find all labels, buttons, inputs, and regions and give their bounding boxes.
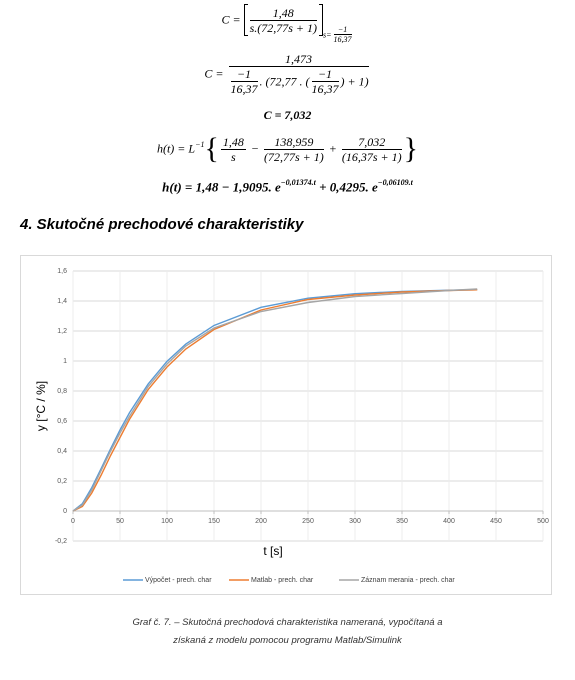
eq-text: − xyxy=(250,141,259,156)
denominator: s.(72,77s + 1) xyxy=(249,20,318,35)
series-line xyxy=(72,289,478,512)
numerator: −1 xyxy=(311,67,339,82)
eq-text: + xyxy=(328,141,337,156)
y-tick-label: 0,2 xyxy=(57,478,67,485)
equation-5: h(t) = 1,48 − 1,9095. e−0,01374.t + 0,42… xyxy=(0,178,575,195)
x-tick-label: 250 xyxy=(302,518,314,525)
numerator: 1,473 xyxy=(228,52,369,67)
superscript: −0,01374.t xyxy=(280,178,316,187)
eq-text: C = xyxy=(204,66,224,81)
eq-text: ) + 1) xyxy=(340,74,369,89)
denominator: 16,37 xyxy=(333,35,352,45)
chart: t [s] y [°C / %] -0,2 0 0,2 0,4 0,6 0,8 1 1,2 1,… xyxy=(20,255,552,595)
denominator: s xyxy=(231,149,236,164)
fraction: 1,473 −1 16,37. (72,77 . (−1 16,37) + 1) xyxy=(228,52,369,96)
x-tick-label: 50 xyxy=(116,518,124,525)
numerator: 1,48 xyxy=(249,6,318,21)
legend-label: Matlab - prech. char xyxy=(251,577,314,584)
y-tick-label: 1,2 xyxy=(57,328,67,335)
fraction: 1,48 s.(72,77s + 1) xyxy=(249,6,318,35)
series-line xyxy=(72,288,478,512)
y-tick-label: -0,2 xyxy=(55,538,67,545)
x-tick-label: 300 xyxy=(349,518,361,525)
x-tick-label: 150 xyxy=(208,518,220,525)
numerator: −1 xyxy=(333,25,352,36)
equation-4: h(t) = L−1{1,48 s − 138,959 (72,77s + 1) +… xyxy=(0,132,575,166)
denominator: 16,37 xyxy=(230,82,258,96)
denominator: (16,37s + 1) xyxy=(341,149,402,164)
superscript: −1 xyxy=(195,139,205,149)
y-tick-label: 0,8 xyxy=(57,388,67,395)
x-tick-label: 400 xyxy=(443,518,455,525)
chart-border xyxy=(20,255,552,595)
eq-text: . (72,77 . ( xyxy=(259,74,310,89)
caption-line: Graf č. 7. – Skutočná prechodová charakt… xyxy=(132,617,443,628)
legend-label: Záznam merania - prech. char xyxy=(361,577,455,584)
fraction: −1 16,37 xyxy=(230,67,258,96)
legend-label: Výpočet - prech. char xyxy=(145,577,212,584)
numerator: 1,48 xyxy=(220,134,246,150)
brace: } xyxy=(403,132,419,165)
section-heading: 4. Skutočné prechodové charakteristiky xyxy=(20,216,304,233)
y-tick-label: 0,4 xyxy=(57,448,67,455)
denominator: −1 16,37. (72,77 . (−1 16,37) + 1) xyxy=(229,67,369,96)
denominator: (72,77s + 1) xyxy=(263,149,324,164)
caption-line: získaná z modelu pomocou programu Matlab… xyxy=(173,635,402,646)
x-tick-label: 450 xyxy=(490,518,502,525)
x-axis-label: t [s] xyxy=(263,544,282,558)
fraction: 7,032 (16,37s + 1) xyxy=(341,135,402,164)
x-tick-label: 200 xyxy=(255,518,267,525)
y-tick-label: 0,6 xyxy=(57,418,67,425)
y-tick-label: 1 xyxy=(63,358,67,365)
eq-text: h(t) = 1,48 − 1,9095. e xyxy=(162,179,281,195)
fraction: 1,48 s xyxy=(220,134,246,164)
eq-text: C = xyxy=(221,12,241,27)
bracket xyxy=(243,4,248,36)
subscript: s= −1 16,37 xyxy=(323,25,354,44)
y-tick-label: 0 xyxy=(63,508,67,515)
x-tick-label: 500 xyxy=(537,518,549,525)
fraction: −1 16,37 xyxy=(311,67,339,96)
equation-1: C = 1,48 s.(72,77s + 1) s= −1 16,37 xyxy=(0,4,575,44)
brace: { xyxy=(204,132,219,165)
equation-2: C = 1,473 −1 16,37. (72,77 . (−1 16,37) + 1… xyxy=(0,52,575,96)
numerator: 7,032 xyxy=(341,135,402,150)
y-axis-label: y [°C / %] xyxy=(34,381,48,431)
y-tick-label: 1,4 xyxy=(57,298,67,305)
bracket xyxy=(319,4,324,36)
eq-text: h(t) = L xyxy=(156,141,196,156)
x-tick-label: 100 xyxy=(161,518,173,525)
superscript: −0,06109.t xyxy=(377,178,413,187)
numerator: 138,959 xyxy=(263,135,324,150)
fraction: −1 16,37 xyxy=(333,25,352,45)
equation-3: C = 7,032 xyxy=(263,108,312,122)
series-line xyxy=(72,289,478,512)
fraction: 138,959 (72,77s + 1) xyxy=(263,135,324,164)
x-tick-label: 0 xyxy=(71,518,75,525)
eq-text: s= xyxy=(323,30,332,40)
eq-text: + 0,4295. e xyxy=(315,179,378,195)
denominator: 16,37 xyxy=(311,82,339,96)
numerator: −1 xyxy=(230,67,258,82)
x-tick-label: 350 xyxy=(396,518,408,525)
y-tick-label: 1,6 xyxy=(57,268,67,275)
